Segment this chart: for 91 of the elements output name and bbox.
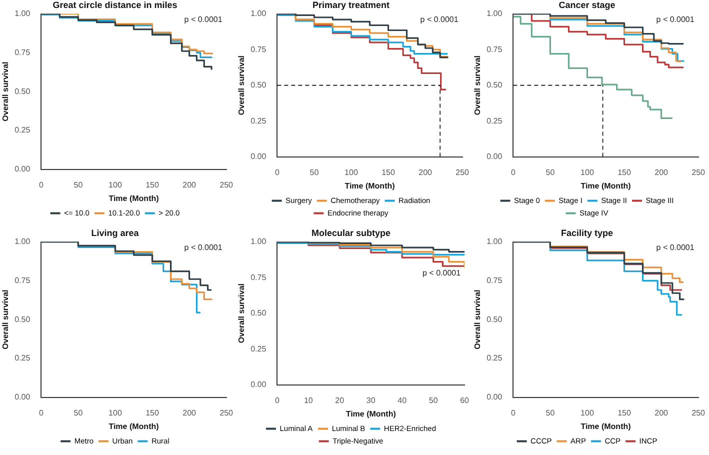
x-tick-label: 50 bbox=[546, 408, 556, 417]
y-tick-label: 0.75 bbox=[250, 44, 267, 54]
x-tick-label: 0 bbox=[510, 408, 516, 417]
x-tick-label: 200 bbox=[182, 180, 197, 190]
y-tick-label: 0.00 bbox=[14, 392, 31, 402]
x-tick-label: 200 bbox=[182, 408, 197, 417]
y-tick-label: 1.00 bbox=[250, 236, 267, 246]
x-axis-title: Time (Month) bbox=[346, 408, 396, 418]
x-tick-label: 250 bbox=[220, 180, 234, 190]
x-axis-title: Time (Month) bbox=[344, 181, 396, 190]
y-tick-label: 0.25 bbox=[14, 126, 31, 135]
chart-title: Living area bbox=[91, 227, 140, 238]
annotation: p < 0.0001 bbox=[656, 242, 695, 252]
x-tick-label: 50 bbox=[74, 180, 84, 190]
chart-title: Primary treatment bbox=[312, 0, 390, 10]
y-tick-label: 0.00 bbox=[250, 152, 267, 162]
x-tick-label: 0 bbox=[274, 395, 280, 404]
x-tick-label: 100 bbox=[580, 408, 594, 417]
x-tick-label: 50 bbox=[74, 408, 84, 417]
y-tick-label: 0.50 bbox=[14, 314, 31, 324]
x-axis-title: Time (Month) bbox=[580, 181, 632, 190]
y-tick-label: 1.00 bbox=[14, 236, 31, 246]
x-tick-label: 200 bbox=[654, 168, 669, 177]
x-tick-label: 150 bbox=[146, 180, 160, 190]
x-tick-label: 200 bbox=[418, 168, 433, 177]
chart-title: Cancer stage bbox=[558, 0, 616, 10]
x-tick-label: 250 bbox=[456, 168, 470, 177]
chart-title: Molecular subtype bbox=[311, 227, 391, 238]
annotation: p < 0.0001 bbox=[422, 268, 462, 277]
y-tick-label: 0.50 bbox=[250, 80, 267, 90]
x-tick-label: 0 bbox=[510, 168, 516, 177]
x-tick-label: 0 bbox=[274, 168, 280, 177]
y-tick-label: 1.00 bbox=[486, 236, 503, 246]
y-axis-title: Overall survival bbox=[1, 289, 10, 349]
y-axis-title: Overall survival bbox=[473, 56, 482, 116]
y-tick-label: 0.75 bbox=[14, 48, 31, 57]
chart-title: Facility type bbox=[560, 227, 614, 238]
annotation: p < 0.0001 bbox=[420, 15, 459, 24]
x-tick-label: 100 bbox=[108, 408, 122, 417]
x-tick-label: 150 bbox=[618, 168, 632, 177]
y-tick-label: 1.00 bbox=[486, 9, 503, 18]
y-axis-title: Overall survival bbox=[473, 289, 482, 349]
y-tick-label: 0.50 bbox=[486, 80, 503, 90]
y-tick-label: 0.25 bbox=[250, 116, 267, 126]
x-tick-label: 0 bbox=[38, 180, 44, 190]
y-tick-label: 0.25 bbox=[486, 116, 503, 126]
x-tick-label: 100 bbox=[108, 180, 122, 190]
annotation: p < 0.0001 bbox=[184, 15, 223, 24]
x-tick-label: 250 bbox=[692, 408, 706, 417]
x-axis-title: Time (Month) bbox=[108, 421, 160, 430]
annotation: p < 0.0001 bbox=[656, 15, 695, 24]
y-axis-title: Overall survival bbox=[237, 56, 246, 116]
y-axis-title: Overall survival bbox=[237, 283, 246, 343]
y-tick-label: 1.00 bbox=[250, 9, 267, 18]
x-tick-label: 50 bbox=[546, 168, 556, 177]
y-tick-label: 0.00 bbox=[250, 380, 267, 389]
chart-title: Great circle distance in miles bbox=[52, 0, 178, 10]
x-tick-label: 40 bbox=[398, 395, 408, 404]
x-tick-label: 0 bbox=[38, 408, 44, 417]
x-axis-title: Time (Month) bbox=[108, 194, 160, 203]
x-tick-label: 250 bbox=[220, 408, 234, 417]
y-tick-label: 0.75 bbox=[250, 272, 267, 282]
y-tick-label: 0.75 bbox=[14, 275, 31, 284]
y-axis-title: Overall survival bbox=[1, 62, 10, 122]
x-tick-label: 10 bbox=[304, 395, 314, 404]
y-tick-label: 0.25 bbox=[14, 353, 31, 362]
x-tick-label: 150 bbox=[382, 168, 396, 177]
y-tick-label: 0.25 bbox=[486, 353, 503, 362]
annotation: p < 0.0001 bbox=[184, 242, 223, 252]
x-tick-label: 50 bbox=[310, 168, 320, 177]
x-tick-label: 150 bbox=[618, 408, 632, 417]
y-tick-label: 0.75 bbox=[486, 44, 503, 54]
x-tick-label: 200 bbox=[654, 408, 669, 417]
x-tick-label: 150 bbox=[146, 408, 160, 417]
y-tick-label: 0.25 bbox=[250, 344, 267, 353]
y-tick-label: 0.50 bbox=[486, 314, 503, 324]
x-tick-label: 20 bbox=[335, 395, 345, 404]
y-tick-label: 0.50 bbox=[250, 308, 267, 318]
y-tick-label: 0.00 bbox=[14, 164, 31, 174]
y-tick-label: 1.00 bbox=[14, 9, 31, 18]
y-tick-label: 0.50 bbox=[14, 86, 31, 96]
x-axis-title: Time (Month) bbox=[580, 421, 632, 430]
y-tick-label: 0.00 bbox=[486, 152, 503, 162]
x-tick-label: 30 bbox=[366, 395, 376, 404]
y-tick-label: 0.75 bbox=[486, 275, 503, 284]
x-tick-label: 250 bbox=[692, 168, 706, 177]
x-tick-label: 50 bbox=[428, 395, 438, 404]
y-tick-label: 0.00 bbox=[486, 392, 503, 402]
x-tick-label: 100 bbox=[344, 168, 358, 177]
x-tick-label: 60 bbox=[460, 395, 470, 404]
x-tick-label: 100 bbox=[580, 168, 594, 177]
